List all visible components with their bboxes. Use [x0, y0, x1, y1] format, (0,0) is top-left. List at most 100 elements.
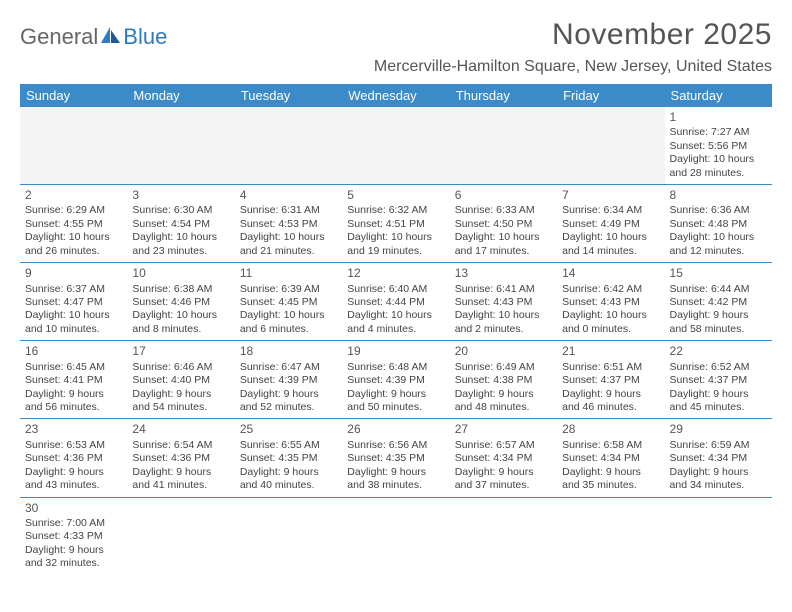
location: Mercerville-Hamilton Square, New Jersey,…: [374, 58, 772, 76]
day-number: 7: [562, 188, 659, 203]
calendar-row: 30Sunrise: 7:00 AMSunset: 4:33 PMDayligh…: [20, 497, 772, 575]
daylight-text: Daylight: 9 hours and 37 minutes.: [455, 466, 552, 493]
sunset-text: Sunset: 4:38 PM: [455, 374, 552, 387]
calendar-cell: 10Sunrise: 6:38 AMSunset: 4:46 PMDayligh…: [127, 263, 234, 341]
sunset-text: Sunset: 4:48 PM: [670, 218, 767, 231]
calendar-row: 9 Sunrise: 6:37 AMSunset: 4:47 PM Daylight…: [20, 263, 772, 341]
sunset-text: Sunset: 4:43 PM: [562, 296, 659, 309]
sunrise-text: Sunrise: 6:31 AM: [240, 204, 337, 217]
sunrise-text: Sunrise: 6:54 AM: [132, 439, 229, 452]
daylight-text: Daylight: 10 hours and 14 minutes.: [562, 231, 659, 258]
calendar-cell: 30Sunrise: 7:00 AMSunset: 4:33 PMDayligh…: [20, 497, 127, 575]
sunrise-text: Sunrise: 7:27 AM: [670, 126, 767, 139]
calendar-cell: 8Sunrise: 6:36 AMSunset: 4:48 PMDaylight…: [665, 185, 772, 263]
sunrise-text: Sunrise: 6:51 AM: [562, 361, 659, 374]
calendar-cell: 14Sunrise: 6:42 AMSunset: 4:43 PMDayligh…: [557, 263, 664, 341]
calendar-cell: 27Sunrise: 6:57 AMSunset: 4:34 PMDayligh…: [450, 419, 557, 497]
calendar-cell: 5Sunrise: 6:32 AMSunset: 4:51 PMDaylight…: [342, 185, 449, 263]
calendar-cell-empty: [127, 107, 234, 185]
calendar-row: 16Sunrise: 6:45 AMSunset: 4:41 PMDayligh…: [20, 341, 772, 419]
sunrise-text: Sunrise: 6:55 AM: [240, 439, 337, 452]
day-number: 23: [25, 422, 122, 437]
day-number: 29: [670, 422, 767, 437]
sunrise-text: Sunrise: 6:38 AM: [132, 283, 229, 296]
sunrise-text: Sunrise: 6:42 AM: [562, 283, 659, 296]
calendar-cell: 11Sunrise: 6:39 AMSunset: 4:45 PMDayligh…: [235, 263, 342, 341]
sunset-text: Sunset: 4:47 PM: [25, 296, 122, 309]
day-number: 14: [562, 266, 659, 281]
sunrise-text: Sunrise: 6:40 AM: [347, 283, 444, 296]
daylight-text: Daylight: 9 hours and 38 minutes.: [347, 466, 444, 493]
sunrise-text: Sunrise: 6:49 AM: [455, 361, 552, 374]
calendar-cell: 1Sunrise: 7:27 AMSunset: 5:56 PMDaylight…: [665, 107, 772, 185]
title-block: November 2025 Mercerville-Hamilton Squar…: [374, 18, 772, 76]
sunset-text: Sunset: 4:41 PM: [25, 374, 122, 387]
sunset-text: Sunset: 4:44 PM: [347, 296, 444, 309]
sunset-text: Sunset: 4:49 PM: [562, 218, 659, 231]
calendar-cell: 4Sunrise: 6:31 AMSunset: 4:53 PMDaylight…: [235, 185, 342, 263]
calendar-cell: 12Sunrise: 6:40 AMSunset: 4:44 PMDayligh…: [342, 263, 449, 341]
sunrise-text: Sunrise: 6:46 AM: [132, 361, 229, 374]
sunrise-text: Sunrise: 6:52 AM: [670, 361, 767, 374]
weekday-header: Monday: [127, 84, 234, 107]
sunset-text: Sunset: 4:35 PM: [240, 452, 337, 465]
sunrise-text: Sunrise: 6:32 AM: [347, 204, 444, 217]
daylight-text: Daylight: 10 hours and 21 minutes.: [240, 231, 337, 258]
sunset-text: Sunset: 4:36 PM: [25, 452, 122, 465]
weekday-header: Thursday: [450, 84, 557, 107]
logo-text-1: General: [20, 24, 98, 50]
daylight-text: Daylight: 10 hours and 4 minutes.: [347, 309, 444, 336]
sunset-text: Sunset: 4:42 PM: [670, 296, 767, 309]
weekday-header: Friday: [557, 84, 664, 107]
calendar-cell: 9Sunrise: 6:37 AMSunset: 4:47 PMDaylight…: [20, 263, 127, 341]
calendar-body: 1Sunrise: 7:27 AMSunset: 5:56 PMDaylight…: [20, 107, 772, 575]
sunset-text: Sunset: 4:39 PM: [347, 374, 444, 387]
weekday-header: Tuesday: [235, 84, 342, 107]
calendar-cell: 22Sunrise: 6:52 AMSunset: 4:37 PMDayligh…: [665, 341, 772, 419]
calendar-cell: 2Sunrise: 6:29 AMSunset: 4:55 PMDaylight…: [20, 185, 127, 263]
calendar-cell-empty: [450, 107, 557, 185]
sunset-text: Sunset: 4:51 PM: [347, 218, 444, 231]
day-number: 3: [132, 188, 229, 203]
calendar-cell-empty: [557, 107, 664, 185]
sunset-text: Sunset: 4:46 PM: [132, 296, 229, 309]
calendar-cell: 3Sunrise: 6:30 AMSunset: 4:54 PMDaylight…: [127, 185, 234, 263]
daylight-text: Daylight: 9 hours and 50 minutes.: [347, 388, 444, 415]
calendar-cell: 19Sunrise: 6:48 AMSunset: 4:39 PMDayligh…: [342, 341, 449, 419]
daylight-text: Daylight: 9 hours and 46 minutes.: [562, 388, 659, 415]
sunset-text: Sunset: 4:39 PM: [240, 374, 337, 387]
daylight-text: Daylight: 10 hours and 28 minutes.: [670, 153, 767, 180]
daylight-text: Daylight: 9 hours and 32 minutes.: [25, 544, 122, 571]
day-number: 28: [562, 422, 659, 437]
daylight-text: Daylight: 9 hours and 48 minutes.: [455, 388, 552, 415]
sunset-text: Sunset: 4:54 PM: [132, 218, 229, 231]
day-number: 6: [455, 188, 552, 203]
daylight-text: Daylight: 9 hours and 41 minutes.: [132, 466, 229, 493]
calendar-cell: 17Sunrise: 6:46 AMSunset: 4:40 PMDayligh…: [127, 341, 234, 419]
calendar-row: 2Sunrise: 6:29 AMSunset: 4:55 PMDaylight…: [20, 185, 772, 263]
day-number: 18: [240, 344, 337, 359]
sunrise-text: Sunrise: 6:37 AM: [25, 283, 122, 296]
sunset-text: Sunset: 4:33 PM: [25, 530, 122, 543]
day-number: 30: [25, 501, 122, 516]
day-number: 21: [562, 344, 659, 359]
calendar-cell: 25Sunrise: 6:55 AMSunset: 4:35 PMDayligh…: [235, 419, 342, 497]
calendar-cell: 20Sunrise: 6:49 AMSunset: 4:38 PMDayligh…: [450, 341, 557, 419]
sunset-text: Sunset: 4:53 PM: [240, 218, 337, 231]
calendar-cell: 15Sunrise: 6:44 AMSunset: 4:42 PMDayligh…: [665, 263, 772, 341]
calendar-cell-empty: [342, 497, 449, 575]
calendar-cell-empty: [235, 497, 342, 575]
sunrise-text: Sunrise: 6:41 AM: [455, 283, 552, 296]
day-number: 9: [25, 266, 122, 281]
daylight-text: Daylight: 10 hours and 23 minutes.: [132, 231, 229, 258]
sunset-text: Sunset: 4:37 PM: [562, 374, 659, 387]
calendar-row: 1Sunrise: 7:27 AMSunset: 5:56 PMDaylight…: [20, 107, 772, 185]
daylight-text: Daylight: 10 hours and 17 minutes.: [455, 231, 552, 258]
calendar-cell-empty: [235, 107, 342, 185]
sunrise-text: Sunrise: 6:29 AM: [25, 204, 122, 217]
daylight-text: Daylight: 9 hours and 58 minutes.: [670, 309, 767, 336]
day-number: 15: [670, 266, 767, 281]
sunset-text: Sunset: 4:37 PM: [670, 374, 767, 387]
day-number: 19: [347, 344, 444, 359]
sunrise-text: Sunrise: 6:33 AM: [455, 204, 552, 217]
